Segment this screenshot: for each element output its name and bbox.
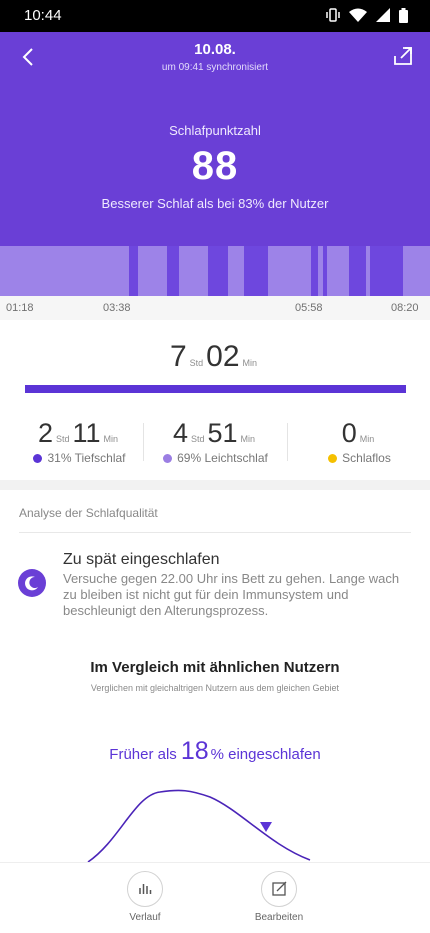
deep-sleep-segment bbox=[129, 246, 138, 296]
awake-stat: 0 Min Schlaflos bbox=[288, 418, 430, 465]
status-icons bbox=[326, 7, 408, 23]
awake-legend: Schlaflos bbox=[342, 451, 391, 465]
time-tick: 01:18 bbox=[6, 302, 34, 314]
deep-sleep-stat: 2 Std 11 Min 31% Tiefschlaf bbox=[8, 418, 151, 465]
deep-hours: 2 bbox=[37, 418, 53, 448]
light-sleep-legend: 69% Leichtschlaf bbox=[177, 451, 268, 465]
hours-unit: Std bbox=[189, 358, 204, 368]
user-position-marker bbox=[260, 822, 272, 832]
sleep-stage-chart bbox=[0, 246, 430, 296]
deep-sleep-segment bbox=[244, 246, 268, 296]
minutes-unit: Min bbox=[240, 434, 256, 444]
light-sleep-stat: 4 Std 51 Min 69% Leichtschlaf bbox=[144, 418, 287, 465]
sleep-score-label: Schlafpunktzahl bbox=[169, 123, 261, 138]
total-sleep-duration: 7 Std 02 Min bbox=[0, 340, 430, 374]
wifi-icon bbox=[349, 8, 367, 22]
score-comparison: Besserer Schlaf als bei 83% der Nutzer bbox=[101, 196, 329, 211]
signal-icon bbox=[376, 8, 390, 22]
deep-sleep-legend: 31% Tiefschlaf bbox=[47, 451, 126, 465]
moon-icon bbox=[18, 569, 46, 597]
sleep-score: 88 bbox=[191, 144, 239, 188]
edit-button[interactable]: Bearbeiten bbox=[234, 871, 324, 923]
deep-sleep-segment bbox=[208, 246, 228, 296]
hours-unit: Std bbox=[55, 434, 70, 444]
sync-status: um 09:41 synchronisiert bbox=[161, 62, 269, 73]
total-hours: 7 bbox=[169, 340, 187, 373]
awake-minutes: 0 bbox=[341, 418, 357, 448]
awake-dot bbox=[328, 454, 338, 463]
comparison-subtitle: Verglichen mit gleichaltrigen Nutzern au… bbox=[90, 683, 340, 693]
deep-sleep-segment bbox=[370, 246, 403, 296]
light-hours: 4 bbox=[172, 418, 188, 448]
divider bbox=[287, 423, 288, 461]
sleep-date: 10.08. bbox=[194, 41, 236, 58]
minutes-unit: Min bbox=[103, 434, 119, 444]
earlier-percent: 18 bbox=[180, 737, 209, 765]
light-sleep-dot bbox=[163, 454, 173, 463]
deep-minutes: 11 bbox=[72, 418, 101, 448]
tip-title: Zu spät eingeschlafen bbox=[63, 551, 220, 568]
minutes-unit: Min bbox=[359, 434, 375, 444]
status-bar: 10:44 bbox=[0, 0, 430, 32]
comparison-title: Im Vergleich mit ähnlichen Nutzern bbox=[90, 659, 340, 676]
bar-chart-icon bbox=[127, 871, 163, 907]
time-axis: 01:18 03:38 05:58 08:20 bbox=[0, 296, 430, 320]
section-separator bbox=[0, 480, 430, 490]
deep-sleep-dot bbox=[33, 454, 43, 463]
deep-sleep-segment bbox=[323, 246, 327, 296]
edit-icon bbox=[261, 871, 297, 907]
time-tick: 03:38 bbox=[103, 302, 131, 314]
back-arrow-icon[interactable] bbox=[18, 46, 40, 68]
tip-text: Versuche gegen 22.00 Uhr ins Bett zu geh… bbox=[63, 571, 400, 618]
deep-sleep-segment bbox=[167, 246, 179, 296]
earlier-prefix: Früher als bbox=[109, 746, 177, 763]
time-tick: 05:58 bbox=[295, 302, 323, 314]
light-minutes: 51 bbox=[207, 418, 238, 448]
bottom-navigation: Verlauf Bearbeiten bbox=[0, 862, 430, 933]
divider bbox=[19, 532, 411, 533]
history-label: Verlauf bbox=[129, 912, 161, 923]
history-button[interactable]: Verlauf bbox=[100, 871, 190, 923]
battery-icon bbox=[399, 7, 408, 23]
analysis-section-title: Analyse der Schlafqualität bbox=[19, 506, 158, 520]
earlier-than-text: Früher als 18% eingeschlafen bbox=[0, 737, 430, 766]
share-icon[interactable] bbox=[392, 45, 414, 67]
vibrate-icon bbox=[326, 8, 340, 22]
deep-sleep-segment bbox=[349, 246, 366, 296]
minutes-unit: Min bbox=[242, 358, 258, 368]
distribution-curve bbox=[87, 789, 311, 863]
earlier-suffix: % eingeschlafen bbox=[210, 746, 321, 763]
edit-label: Bearbeiten bbox=[254, 912, 304, 923]
divider bbox=[143, 423, 144, 461]
total-sleep-bar bbox=[25, 385, 406, 393]
total-minutes: 02 bbox=[206, 340, 240, 373]
status-time: 10:44 bbox=[24, 7, 62, 24]
sleep-header: 10.08. um 09:41 synchronisiert Schlafpun… bbox=[0, 32, 430, 246]
time-tick: 08:20 bbox=[391, 302, 419, 314]
deep-sleep-segment bbox=[311, 246, 318, 296]
hours-unit: Std bbox=[190, 434, 205, 444]
